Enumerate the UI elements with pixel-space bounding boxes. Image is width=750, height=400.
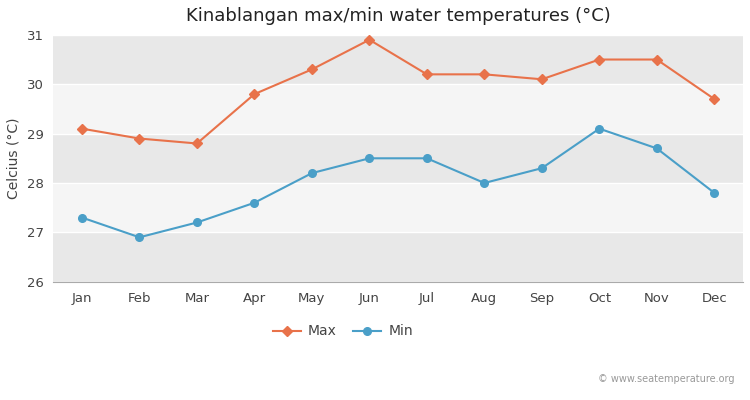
Title: Kinablangan max/min water temperatures (°C): Kinablangan max/min water temperatures (… xyxy=(186,7,610,25)
Bar xyxy=(53,35,743,84)
Bar xyxy=(53,134,743,183)
Bar xyxy=(53,183,743,232)
Y-axis label: Celcius (°C): Celcius (°C) xyxy=(7,118,21,199)
Text: © www.seatemperature.org: © www.seatemperature.org xyxy=(598,374,735,384)
Bar xyxy=(53,232,743,282)
Legend: Max, Min: Max, Min xyxy=(268,319,419,344)
Bar xyxy=(53,84,743,134)
